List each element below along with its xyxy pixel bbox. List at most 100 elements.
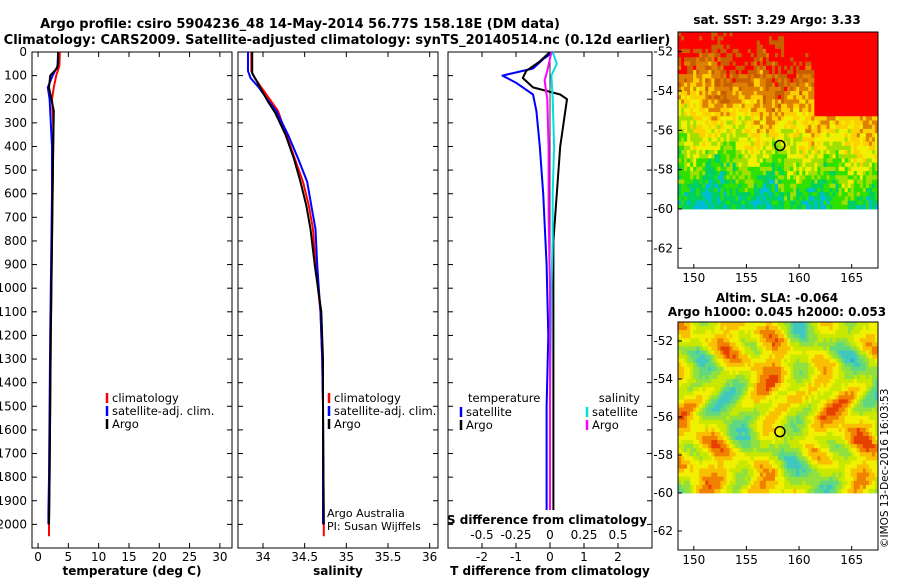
- map-cell: [735, 431, 740, 437]
- map-cell: [702, 44, 706, 50]
- map-cell: [684, 61, 688, 67]
- map-cell: [811, 53, 815, 58]
- map-cell: [696, 379, 700, 384]
- map-cell: [778, 32, 782, 37]
- map-cell: [832, 44, 836, 50]
- map-cell: [747, 362, 752, 368]
- map-cell: [726, 407, 730, 412]
- map-cell: [787, 116, 791, 121]
- map-cell: [850, 95, 855, 100]
- map-cell: [741, 362, 746, 368]
- map-cell: [835, 395, 840, 400]
- map-cell: [868, 374, 873, 380]
- map-cell: [787, 387, 791, 392]
- map-cell: [690, 86, 694, 92]
- map-cell: [859, 423, 864, 429]
- map-cell: [744, 103, 749, 109]
- map-cell: [796, 399, 800, 404]
- map-cell: [753, 358, 758, 364]
- map-cell: [711, 342, 715, 347]
- map-cell: [690, 150, 694, 155]
- map-cell: [808, 196, 812, 201]
- map-cell: [696, 86, 700, 92]
- map-cell: [771, 419, 776, 425]
- map-cell: [735, 86, 740, 92]
- map-cell: [820, 179, 824, 185]
- map-cell: [762, 40, 767, 46]
- map-cell: [799, 431, 803, 437]
- map-cell: [723, 427, 727, 433]
- map-cell: [862, 53, 867, 58]
- map-cell: [802, 133, 806, 138]
- map-cell: [850, 145, 855, 151]
- map-cell: [841, 116, 846, 121]
- map-cell: [717, 440, 721, 445]
- map-cell: [711, 322, 715, 327]
- map-cell: [690, 32, 694, 37]
- map-cell: [859, 53, 864, 58]
- map-cell: [820, 154, 824, 159]
- map-cell: [756, 407, 761, 412]
- map-cell: [853, 74, 858, 79]
- map-cell: [844, 395, 849, 400]
- map-cell: [678, 158, 682, 164]
- map-cell: [844, 53, 849, 58]
- map-cell: [759, 112, 764, 117]
- map-cell: [750, 154, 755, 159]
- map-cell: [717, 196, 721, 201]
- map-cell: [868, 65, 873, 71]
- map-cell: [717, 133, 721, 138]
- map-cell: [693, 330, 697, 335]
- map-cell: [865, 334, 870, 339]
- map-cell: [705, 419, 709, 425]
- map-cell: [805, 65, 809, 71]
- map-cell: [784, 154, 788, 159]
- map-cell: [717, 330, 721, 335]
- map-cell: [865, 374, 870, 380]
- map-cell: [699, 326, 703, 331]
- map-cell: [690, 154, 694, 159]
- map-cell: [778, 399, 782, 404]
- map-cell: [814, 141, 818, 147]
- map-cell: [865, 411, 870, 417]
- map-cell: [747, 171, 752, 176]
- map-cell: [759, 362, 764, 368]
- map-cell: [844, 330, 849, 335]
- map-cell: [793, 57, 797, 62]
- map-cell: [720, 61, 724, 67]
- map-cell: [693, 342, 697, 347]
- map-cell: [841, 69, 846, 75]
- map-cell: [756, 399, 761, 404]
- map-cell: [802, 338, 806, 343]
- map-cell: [832, 158, 836, 164]
- map-cell: [799, 204, 803, 210]
- y-tick-label: -54: [653, 84, 673, 98]
- map-cell: [771, 362, 776, 368]
- map-cell: [829, 358, 833, 364]
- map-cell: [874, 44, 879, 50]
- map-cell: [768, 171, 773, 176]
- map-cell: [768, 120, 773, 126]
- map-cell: [714, 338, 718, 343]
- map-cell: [678, 128, 682, 134]
- map-cell: [726, 124, 730, 130]
- map-cell: [817, 411, 821, 417]
- map-cell: [784, 166, 788, 172]
- map-cell: [796, 162, 800, 168]
- map-cell: [708, 370, 712, 376]
- y-tick-label: 600: [4, 187, 27, 201]
- map-cell: [832, 379, 836, 384]
- map-cell: [726, 326, 730, 331]
- map-cell: [726, 107, 730, 113]
- map-cell: [702, 366, 706, 372]
- map-cell: [699, 120, 703, 126]
- map-cell: [793, 183, 797, 189]
- map-cell: [817, 107, 821, 113]
- map-cell: [705, 158, 709, 164]
- map-cell: [790, 346, 794, 351]
- map-cell: [844, 86, 849, 92]
- map-cell: [747, 124, 752, 130]
- map-cell: [871, 36, 876, 41]
- map-cell: [811, 431, 815, 437]
- map-cell: [862, 415, 867, 421]
